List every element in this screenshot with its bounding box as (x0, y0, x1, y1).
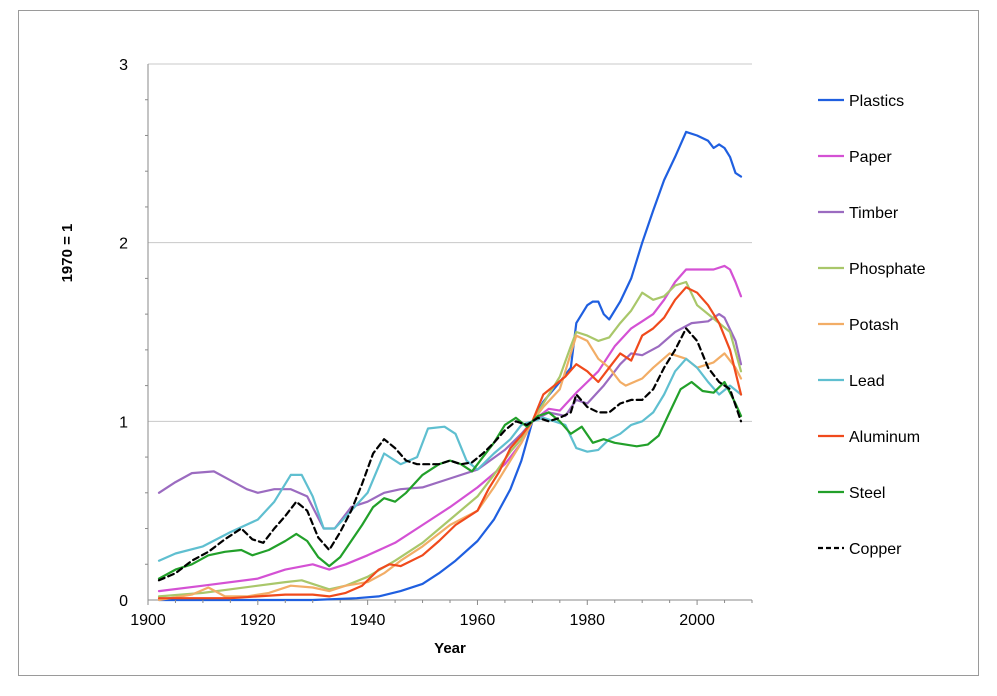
chart-frame (18, 10, 979, 676)
legend-label-paper: Paper (849, 149, 892, 166)
y-tick-label: 2 (119, 236, 128, 253)
legend-label-lead: Lead (849, 373, 885, 390)
x-tick-label: 2000 (679, 612, 715, 629)
legend-label-timber: Timber (849, 205, 899, 222)
series-line-timber (157, 313, 743, 530)
y-tick-label: 0 (119, 593, 128, 610)
series-line-plastics (157, 130, 743, 602)
legend: Plastics Paper Timber Phosphate Potash Lead Al… (818, 93, 926, 558)
x-tick-label: 1940 (350, 612, 386, 629)
x-tick-label: 1920 (240, 612, 276, 629)
legend-label-copper: Copper (849, 541, 902, 558)
y-tick-label: 1 (119, 414, 128, 431)
y-axis-title: 1970 = 1 (59, 224, 76, 283)
y-tick-label: 3 (119, 57, 128, 74)
legend-label-plastics: Plastics (849, 93, 904, 110)
series-line-phosphate (157, 280, 743, 598)
series-line-copper (157, 327, 743, 582)
x-tick-label: 1960 (460, 612, 496, 629)
gridlines (148, 63, 752, 422)
legend-label-steel: Steel (849, 485, 885, 502)
series-line-paper (157, 264, 743, 593)
series-lines (157, 130, 743, 602)
series-line-potash (157, 334, 743, 602)
x-tick-label: 1900 (130, 612, 166, 629)
x-axis-title: Year (434, 640, 466, 657)
legend-label-phosphate: Phosphate (849, 261, 926, 278)
tick-labels: 0 1 2 3 1900 1920 1940 1960 1980 2000 (119, 57, 753, 629)
series-line-lead (157, 357, 743, 562)
series-line-steel (157, 380, 743, 580)
legend-label-potash: Potash (849, 317, 899, 334)
x-tick-label: 1980 (569, 612, 605, 629)
legend-label-aluminum: Aluminum (849, 429, 920, 446)
